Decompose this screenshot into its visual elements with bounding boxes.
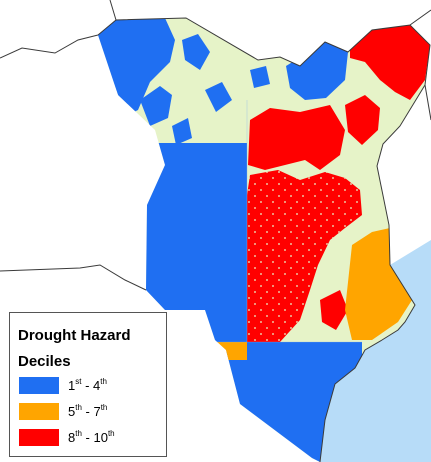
legend-low-to: 4: [93, 378, 101, 393]
hazard-high-speckle: [247, 170, 362, 342]
legend-low-from: 1: [68, 378, 76, 393]
ocean: [320, 240, 431, 462]
legend-subtitle: Deciles: [18, 353, 71, 370]
hazard-low-regions: [98, 18, 362, 462]
legend-mid-from-suffix: th: [75, 403, 82, 412]
legend-label-mid: 5th - 7th: [68, 403, 107, 419]
legend-high-separator: -: [81, 430, 94, 445]
legend-mid-from: 5: [68, 404, 76, 419]
legend-high-from-suffix: th: [75, 429, 82, 438]
map-legend: Drought Hazard Deciles 1st - 4th 5th - 7…: [9, 312, 167, 457]
legend-high-to-suffix: th: [107, 429, 115, 438]
legend-mid-to: 7: [93, 404, 101, 419]
legend-title: Drought Hazard: [18, 327, 131, 344]
neighbouring-borders: [0, 0, 431, 291]
legend-mid-separator: -: [81, 404, 94, 419]
legend-label-low: 1st - 4th: [68, 377, 107, 393]
legend-swatch-high: [19, 429, 59, 446]
legend-low-separator: -: [81, 378, 94, 393]
legend-low-from-suffix: st: [75, 377, 82, 386]
legend-high-from: 8: [68, 430, 76, 445]
legend-label-high: 8th - 10th: [68, 429, 115, 445]
legend-swatch-mid: [19, 403, 59, 420]
legend-high-to: 10: [93, 430, 108, 445]
legend-low-to-suffix: th: [100, 377, 107, 386]
legend-mid-to-suffix: th: [100, 403, 108, 412]
kenya-boundary: [97, 17, 431, 462]
legend-swatch-low: [19, 377, 59, 394]
